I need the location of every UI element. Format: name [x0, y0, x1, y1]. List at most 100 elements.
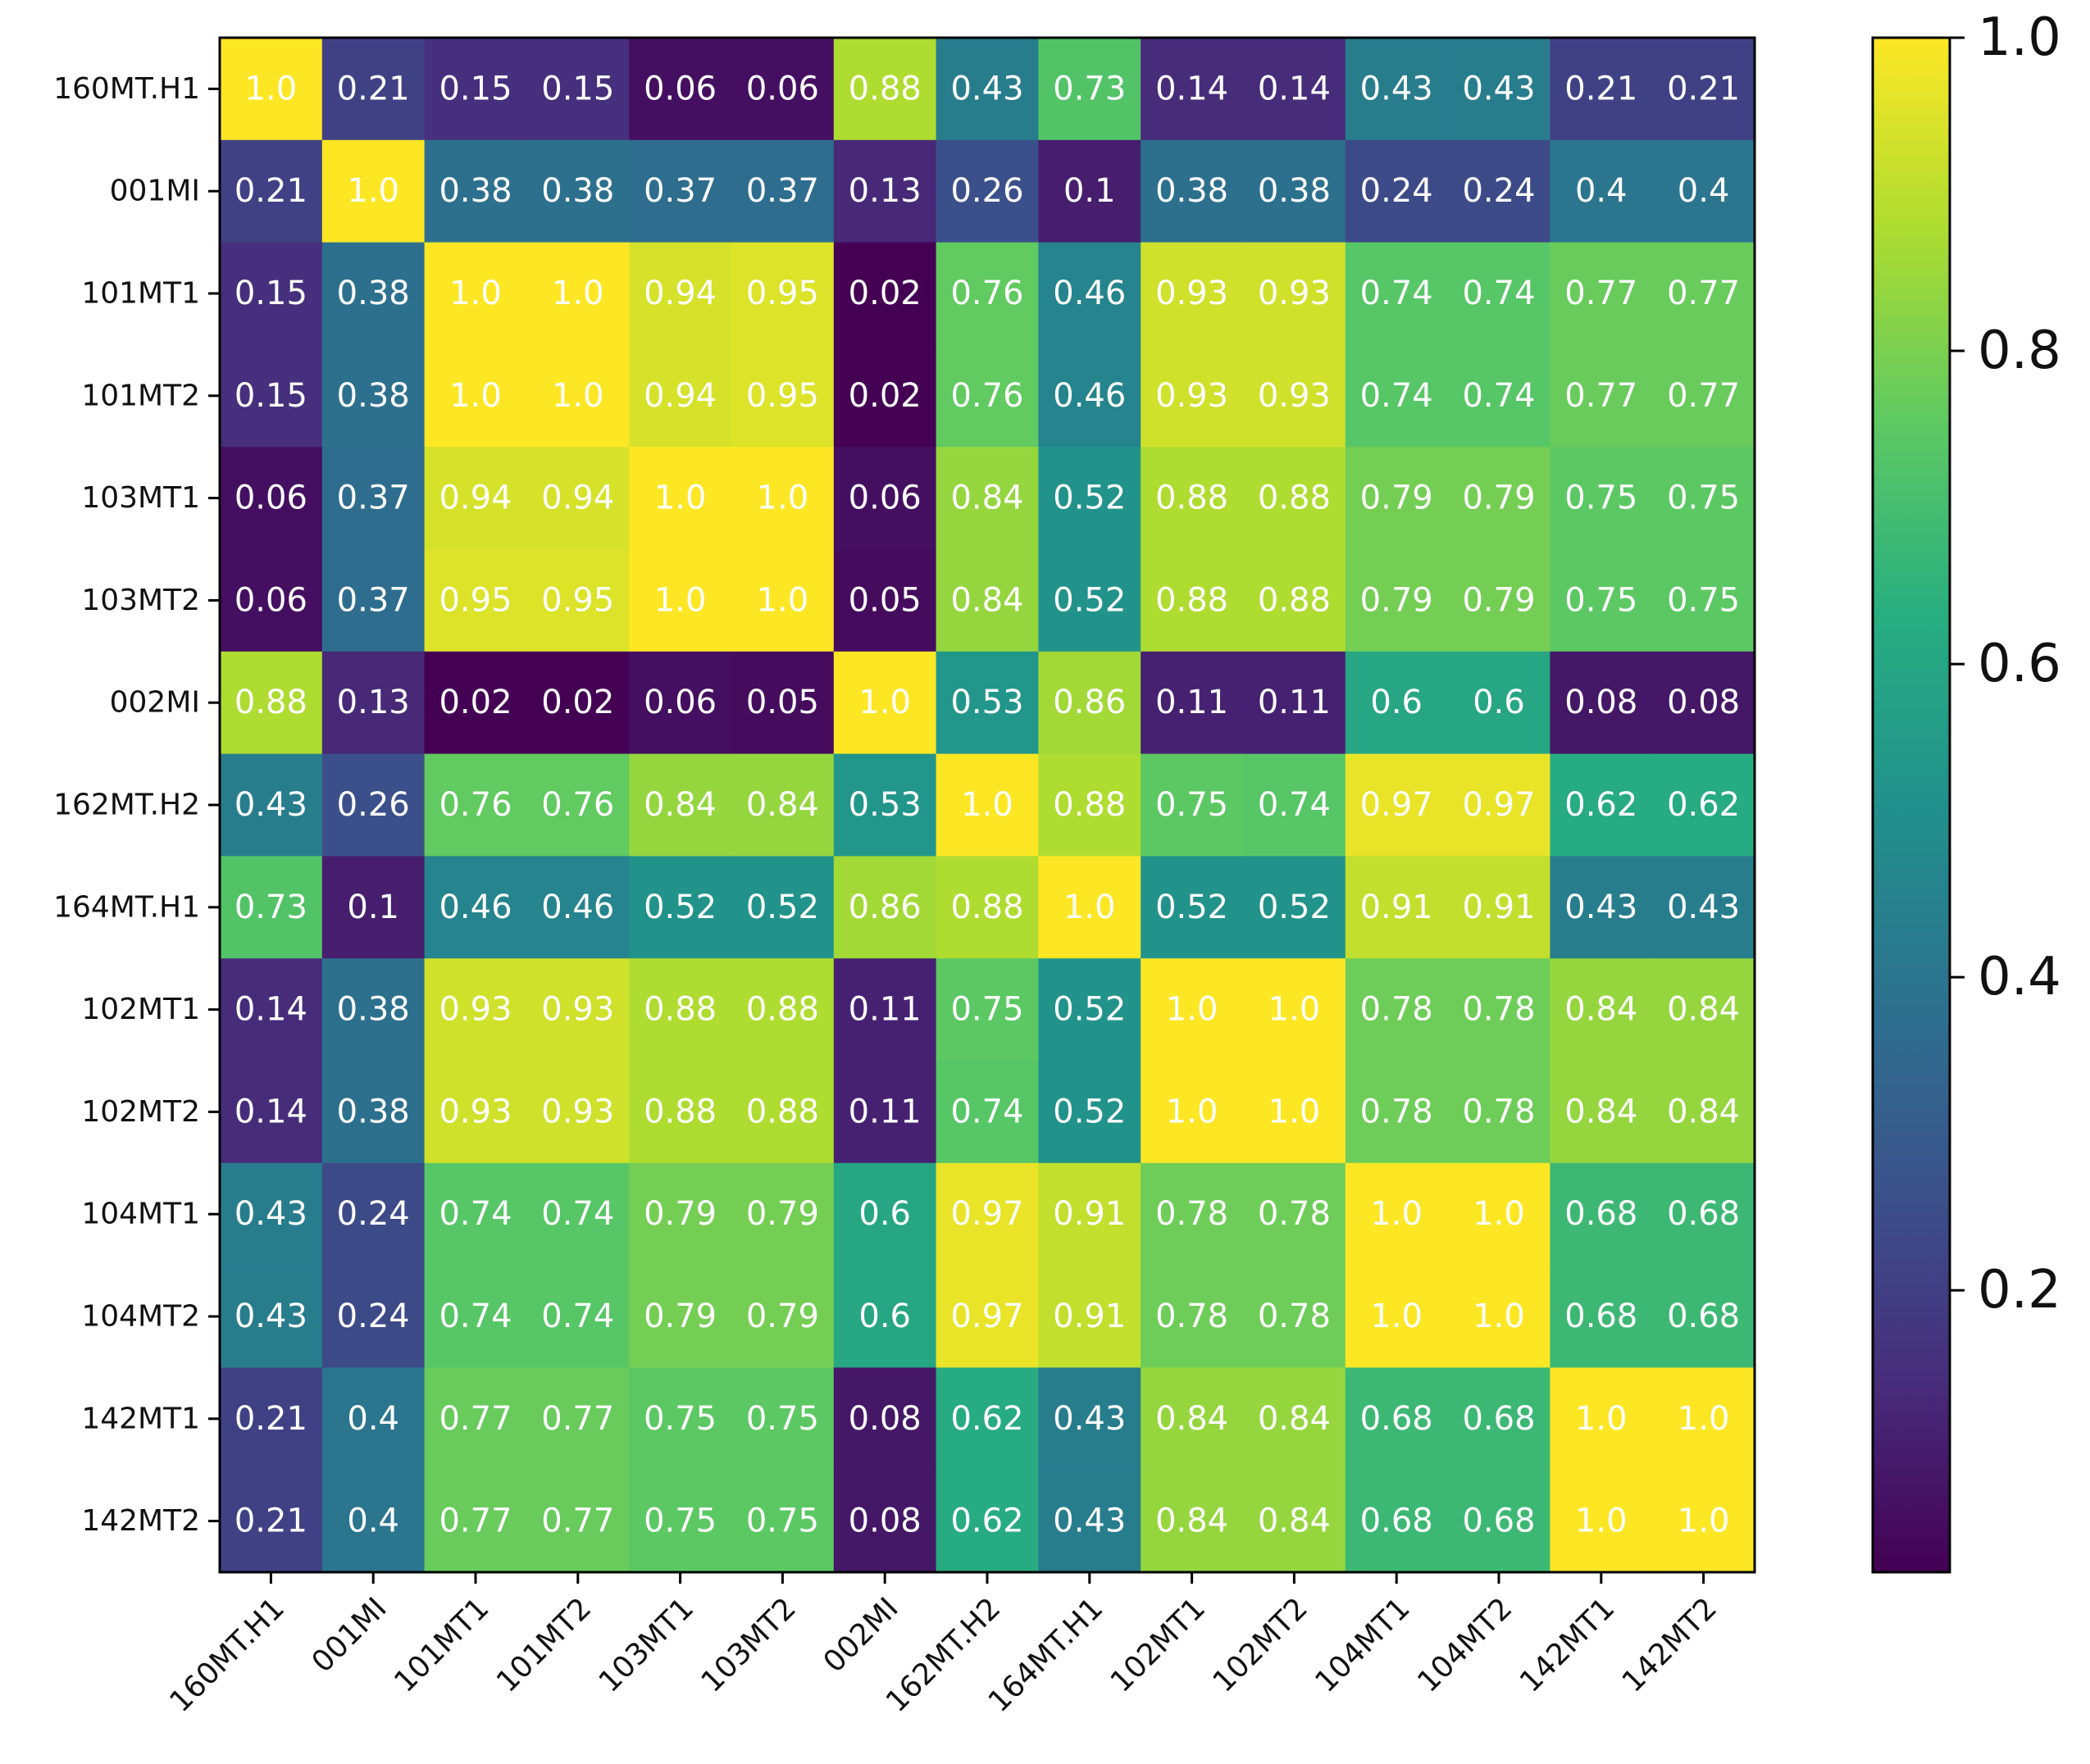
- heatmap-cell: [731, 1061, 835, 1164]
- heatmap-cell-value: 0.91: [1360, 889, 1433, 926]
- y-axis-tick-label: 001MI: [110, 175, 200, 208]
- y-axis-tick-label: 102MT2: [81, 1095, 200, 1129]
- heatmap-cell: [1141, 958, 1244, 1062]
- heatmap-cell-value: 0.46: [439, 889, 512, 926]
- heatmap-cell: [1550, 651, 1653, 755]
- heatmap-cell: [1550, 1367, 1653, 1471]
- heatmap-cell-value: 0.88: [1258, 581, 1331, 619]
- heatmap-cell-value: 0.93: [541, 991, 614, 1029]
- heatmap-cell: [1550, 549, 1653, 652]
- heatmap-cell: [629, 242, 732, 345]
- heatmap-cell-value: 0.74: [1462, 275, 1535, 312]
- heatmap-cell: [424, 856, 527, 959]
- heatmap-cell: [936, 1061, 1039, 1164]
- heatmap-cell: [936, 651, 1039, 755]
- heatmap-cell: [1141, 549, 1244, 652]
- heatmap-cell: [1447, 1061, 1550, 1164]
- heatmap-cell-value: 0.68: [1667, 1195, 1740, 1233]
- heatmap-cell: [833, 447, 937, 550]
- heatmap-cell-value: 0.94: [644, 377, 717, 415]
- heatmap-cell-value: 0.38: [541, 172, 614, 210]
- heatmap-cell: [1652, 753, 1755, 857]
- x-axis-tick-label: 101MT1: [388, 1592, 495, 1699]
- x-axis-tick-label: 104MT1: [1309, 1592, 1416, 1699]
- heatmap-cell-value: 0.88: [950, 889, 1023, 926]
- heatmap-cell: [936, 242, 1039, 345]
- heatmap-cell-value: 0.24: [1462, 172, 1535, 210]
- heatmap-cell-value: 0.79: [1462, 581, 1535, 619]
- heatmap-cell-value: 0.21: [337, 70, 410, 107]
- heatmap-cell: [1345, 1162, 1449, 1266]
- heatmap-cell: [1243, 1061, 1346, 1164]
- heatmap-cell-value: 0.6: [858, 1195, 911, 1233]
- heatmap-cell: [1550, 1470, 1653, 1573]
- heatmap-cell: [321, 651, 426, 755]
- heatmap-cell-value: 0.84: [1155, 1400, 1228, 1438]
- heatmap-cell-value: 0.02: [439, 684, 512, 721]
- heatmap-cell-value: 1.0: [1063, 889, 1116, 926]
- heatmap-cell-value: 0.43: [1053, 1400, 1126, 1438]
- colorbar: [1871, 36, 1951, 1574]
- heatmap-cell: [1141, 1061, 1244, 1164]
- heatmap-cell: [629, 1162, 732, 1266]
- heatmap-cell-value: 0.79: [644, 1195, 717, 1233]
- y-axis-tick-label: 103MT2: [81, 584, 200, 617]
- heatmap-cell-value: 0.77: [439, 1400, 512, 1438]
- heatmap-cell-value: 0.97: [950, 1298, 1023, 1335]
- heatmap-cell: [1550, 1061, 1653, 1164]
- heatmap-cell-value: 1.0: [757, 480, 809, 517]
- heatmap-cell-value: 0.15: [234, 275, 307, 312]
- y-axis-tick-labels: 160MT.H1 001MI 101MT1 101MT2 103MT1 103MT2 002…: [53, 72, 220, 1538]
- heatmap-cell-value: 0.15: [234, 377, 307, 415]
- heatmap-cell-value: 0.4: [1575, 172, 1628, 210]
- y-axis-tick-label: 142MT2: [81, 1504, 200, 1538]
- heatmap-cell: [936, 1162, 1039, 1266]
- heatmap-cell: [220, 1265, 323, 1368]
- heatmap-cell-value: 0.02: [541, 684, 614, 721]
- heatmap-cell-value: 0.43: [234, 1298, 307, 1335]
- heatmap-cell-value: 0.77: [1564, 377, 1637, 415]
- heatmap-cell-value: 0.77: [1564, 275, 1637, 312]
- y-axis-tick-label: 142MT1: [81, 1402, 200, 1435]
- x-axis-tick-label: 104MT2: [1411, 1592, 1519, 1699]
- heatmap-cell-value: 1.0: [1268, 991, 1321, 1029]
- heatmap-cell-value: 0.88: [234, 684, 307, 721]
- heatmap-cell: [731, 1265, 835, 1368]
- heatmap-cell: [1345, 651, 1449, 755]
- heatmap-cell-value: 0.93: [1258, 275, 1331, 312]
- heatmap-cell: [526, 753, 630, 857]
- heatmap-cell-value: 0.06: [746, 70, 819, 107]
- heatmap-cell: [424, 1265, 527, 1368]
- heatmap-cell: [629, 856, 732, 959]
- heatmap-cell-value: 0.97: [950, 1195, 1023, 1233]
- heatmap-cell-value: 0.43: [234, 786, 307, 824]
- heatmap-cell-value: 0.76: [541, 786, 614, 824]
- heatmap-cell-value: 0.76: [950, 275, 1023, 312]
- heatmap-cell: [936, 344, 1039, 448]
- heatmap-cell-value: 0.6: [858, 1298, 911, 1335]
- heatmap-cell-value: 0.77: [1667, 275, 1740, 312]
- heatmap-cell-value: 0.94: [541, 480, 614, 517]
- heatmap-cell-value: 0.43: [1053, 1503, 1126, 1540]
- heatmap-cell: [936, 38, 1039, 141]
- heatmap-cell-value: 0.75: [1155, 786, 1228, 824]
- heatmap-cell-value: 0.75: [1667, 480, 1740, 517]
- heatmap-cell: [424, 1162, 527, 1266]
- heatmap-cell-value: 0.26: [337, 786, 410, 824]
- heatmap-cell: [321, 549, 426, 652]
- heatmap-cell-value: 0.38: [439, 172, 512, 210]
- heatmap-cell-value: 0.68: [1462, 1503, 1535, 1540]
- x-axis-tick-label: 102MT2: [1207, 1592, 1314, 1699]
- heatmap-cell: [936, 447, 1039, 550]
- heatmap-cell: [1038, 1367, 1141, 1471]
- heatmap-cell-value: 0.75: [746, 1503, 819, 1540]
- heatmap-cell-value: 1.0: [1370, 1195, 1423, 1233]
- heatmap-cell-value: 0.37: [337, 581, 410, 619]
- heatmap-cell: [1550, 447, 1653, 550]
- heatmap-cell-value: 1.0: [757, 581, 809, 619]
- heatmap-cell: [1038, 958, 1141, 1062]
- heatmap-cell: [526, 651, 630, 755]
- heatmap-cell-value: 0.91: [1053, 1298, 1126, 1335]
- heatmap-cell: [1141, 753, 1244, 857]
- heatmap-cell: [321, 856, 426, 959]
